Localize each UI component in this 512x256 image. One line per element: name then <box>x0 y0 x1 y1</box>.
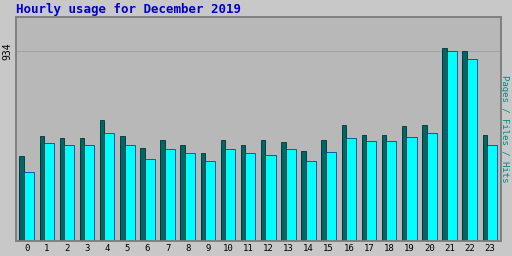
Bar <box>39 143 54 241</box>
Bar <box>342 125 346 241</box>
Y-axis label: Pages / Files / Hits: Pages / Files / Hits <box>500 76 509 183</box>
Bar <box>140 159 155 241</box>
Bar <box>483 144 497 241</box>
Bar <box>322 152 336 241</box>
Bar <box>402 126 407 241</box>
Bar <box>60 138 64 241</box>
Bar <box>261 141 266 241</box>
Bar <box>382 141 396 241</box>
Bar <box>201 153 205 241</box>
Bar <box>362 135 366 241</box>
Bar <box>342 138 356 241</box>
Bar <box>181 153 195 241</box>
Bar <box>483 135 487 241</box>
Bar <box>120 144 135 241</box>
Bar <box>462 51 467 241</box>
Bar <box>100 120 104 241</box>
Bar <box>442 48 446 241</box>
Bar <box>261 155 275 241</box>
Bar <box>241 153 255 241</box>
Bar <box>302 161 316 241</box>
Bar <box>281 142 286 241</box>
Bar <box>120 136 124 241</box>
Bar <box>422 125 426 241</box>
Bar <box>140 147 145 241</box>
Bar <box>160 148 175 241</box>
Bar <box>80 144 94 241</box>
Bar <box>181 144 185 241</box>
Bar <box>19 172 34 241</box>
Bar <box>221 148 236 241</box>
Bar <box>201 161 215 241</box>
Bar <box>422 133 437 241</box>
Text: Hourly usage for December 2019: Hourly usage for December 2019 <box>15 3 241 16</box>
Bar <box>221 141 225 241</box>
Bar <box>80 138 84 241</box>
Bar <box>19 156 24 241</box>
Bar <box>402 137 416 241</box>
Bar <box>462 59 477 241</box>
Bar <box>281 148 295 241</box>
Bar <box>362 141 376 241</box>
Bar <box>160 141 165 241</box>
Bar <box>322 141 326 241</box>
Bar <box>39 136 44 241</box>
Bar <box>382 135 386 241</box>
Bar <box>60 144 74 241</box>
Bar <box>100 133 115 241</box>
Bar <box>241 144 245 241</box>
Bar <box>442 51 457 241</box>
Bar <box>302 151 306 241</box>
